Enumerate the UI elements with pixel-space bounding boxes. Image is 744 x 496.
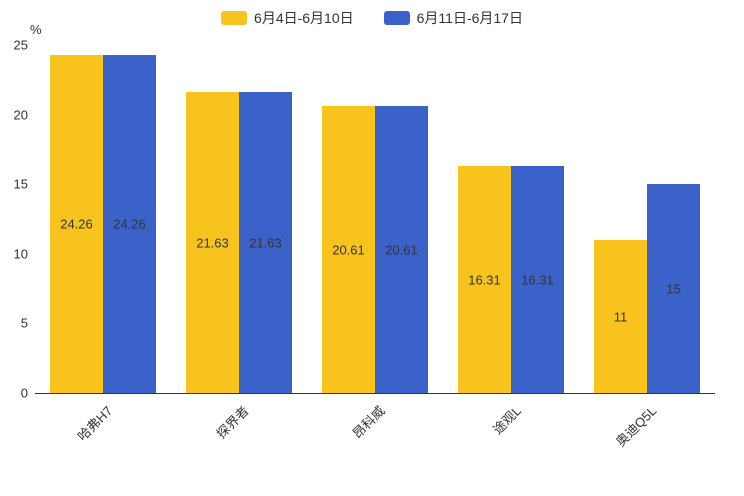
x-tick-label: 奥迪Q5L [613, 403, 660, 450]
bar-group: 16.31 16.31 途观L [443, 45, 579, 437]
bar-group: 11 15 奥迪Q5L [579, 45, 715, 449]
bar-series-0: 21.63 [186, 92, 239, 393]
legend-item-1[interactable]: 6月11日-6月17日 [383, 8, 523, 28]
plot-area: 24.26 24.26 哈弗H7 21.63 21.63 探界者 20.61 20.61 昂科威… [35, 45, 715, 449]
bar-value-label: 16.31 [521, 272, 554, 287]
bar-series-0: 24.26 [50, 55, 103, 393]
x-tick-label: 昂科威 [349, 403, 388, 442]
legend-item-0[interactable]: 6月4日-6月10日 [221, 8, 354, 28]
bar-series-1: 16.31 [511, 166, 564, 393]
legend-swatch-icon [221, 11, 248, 25]
bar-value-label: 24.26 [60, 216, 93, 232]
bar-series-0: 16.31 [458, 166, 511, 393]
bar-value-label: 24.26 [113, 216, 146, 232]
bar-value-label: 21.63 [196, 235, 229, 250]
y-tick-label: 0 [20, 385, 28, 401]
y-tick-label: 25 [13, 37, 28, 53]
y-tick-label: 5 [20, 315, 28, 331]
x-tick-label: 哈弗H7 [74, 403, 116, 444]
y-tick-label: 15 [13, 176, 28, 192]
bar-group: 24.26 24.26 哈弗H7 [35, 45, 171, 444]
bar-group: 21.63 21.63 探界者 [171, 45, 307, 441]
bar-series-0: 11 [594, 240, 647, 393]
legend: 6月4日-6月10日 6月11日-6月17日 [0, 8, 744, 28]
y-tick-label: 20 [13, 107, 28, 123]
bar-series-1: 21.63 [239, 92, 292, 393]
bar-series-1: 24.26 [103, 55, 156, 393]
y-axis-unit: % [30, 22, 42, 37]
bar-value-label: 21.63 [249, 235, 282, 250]
bar-series-1: 15 [647, 184, 700, 393]
bar-value-label: 20.61 [385, 242, 418, 257]
bar-value-label: 20.61 [332, 242, 365, 257]
bar-series-0: 20.61 [322, 106, 375, 393]
bar-value-label: 15 [666, 281, 681, 296]
x-tick-label: 途观L [489, 403, 524, 438]
legend-label: 6月4日-6月10日 [254, 10, 354, 26]
bar-value-label: 11 [613, 309, 628, 324]
legend-label: 6月11日-6月17日 [416, 10, 523, 26]
bar-group: 20.61 20.61 昂科威 [307, 45, 443, 441]
legend-swatch-icon [383, 11, 410, 25]
y-tick-label: 10 [13, 246, 28, 262]
y-axis: 0 5 10 15 20 25 [0, 38, 28, 401]
bar-series-1: 20.61 [375, 106, 428, 393]
bar-value-label: 16.31 [468, 272, 501, 287]
x-tick-label: 探界者 [213, 403, 252, 442]
